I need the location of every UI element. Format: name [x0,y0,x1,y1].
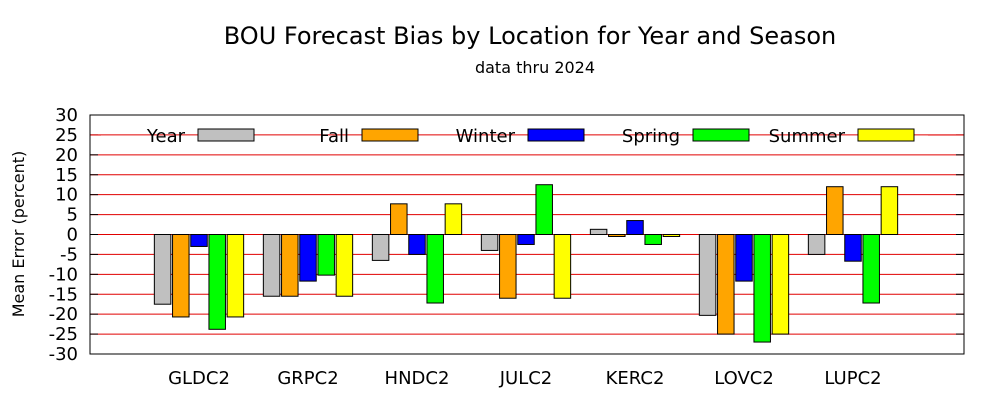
y-tick-label: 30 [55,105,78,126]
plot-frame [89,114,965,355]
x-tick-labels: GLDC2 GRPC2 HNDC2 JULC2 KERC2 LOVC2 LUPC2 [168,368,882,389]
bar-gldc2-spring [208,234,226,330]
y-tick-label: -20 [49,304,78,325]
y-axis-label: Mean Error (percent) [9,151,28,318]
legend: Year Fall Winter Spring Summer [90,126,964,147]
bar-lupc2-summer [880,186,899,235]
bars [153,184,899,343]
chart-title: BOU Forecast Bias by Location for Year a… [224,22,836,50]
legend-label-fall: Fall [319,126,349,147]
x-tick-label: JULC2 [499,368,553,389]
bar-lovc2-winter [735,234,753,282]
bar-lupc2-spring [862,234,880,304]
bar-grpc2-spring [317,234,335,276]
x-tick-label: GLDC2 [168,368,230,389]
bar-lovc2-fall [717,234,735,335]
bar-hndc2-year [371,234,390,261]
legend-label-summer: Summer [769,126,846,147]
x-tick-label: GRPC2 [277,368,338,389]
bar-gldc2-fall [172,234,190,318]
bar-kerc2-year [589,228,608,236]
bar-hndc2-fall [390,203,408,236]
bar-grpc2-winter [299,234,317,282]
bar-julc2-winter [517,234,535,245]
x-tick-label: HNDC2 [385,368,450,389]
chart-subtitle: data thru 2024 [475,58,595,77]
bar-grpc2-summer [335,234,354,297]
y-tick-label: 20 [55,145,78,166]
legend-swatch-year [197,128,255,142]
bar-lovc2-summer [771,234,790,335]
bar-kerc2-summer [662,234,681,237]
y-tick-label: 0 [67,225,78,246]
y-tick-label: -15 [49,284,78,305]
legend-label-year: Year [146,126,186,147]
bar-grpc2-fall [281,234,299,297]
bar-julc2-summer [553,234,572,299]
legend-swatch-winter [527,128,585,142]
legend-swatch-spring [692,128,750,142]
y-tick-label: -10 [49,264,78,285]
x-tick-label: KERC2 [606,368,665,389]
bar-kerc2-spring [644,234,662,245]
y-tick-label: 25 [55,125,78,146]
y-tick-label: -25 [49,324,78,345]
bar-lovc2-year [698,234,717,316]
bar-gldc2-year [153,234,172,305]
y-tick-label: 15 [55,165,78,186]
bar-hndc2-spring [426,234,444,304]
bar-julc2-spring [535,184,553,235]
x-tick-label: LUPC2 [824,368,881,389]
bar-hndc2-winter [408,234,426,255]
bar-julc2-fall [499,234,517,299]
bar-julc2-year [480,234,499,251]
legend-label-winter: Winter [456,126,516,147]
bar-kerc2-fall [608,234,626,237]
y-tick-label: 5 [67,205,78,226]
bar-kerc2-winter [626,220,644,236]
y-tick-label: -5 [60,244,78,265]
y-tick-label: -30 [49,344,78,365]
bar-lupc2-winter [844,234,862,262]
x-tick-label: LOVC2 [714,368,774,389]
bar-hndc2-summer [444,203,463,236]
bar-gldc2-summer [226,234,245,318]
bar-lovc2-spring [753,234,771,343]
bar-gldc2-winter [190,234,208,247]
y-tick-label: 10 [55,185,78,206]
bar-lupc2-year [807,234,826,255]
bar-lupc2-fall [826,186,844,235]
bar-grpc2-year [262,234,281,297]
legend-swatch-fall [361,128,419,142]
legend-label-spring: Spring [622,126,680,147]
legend-swatch-summer [857,128,915,142]
